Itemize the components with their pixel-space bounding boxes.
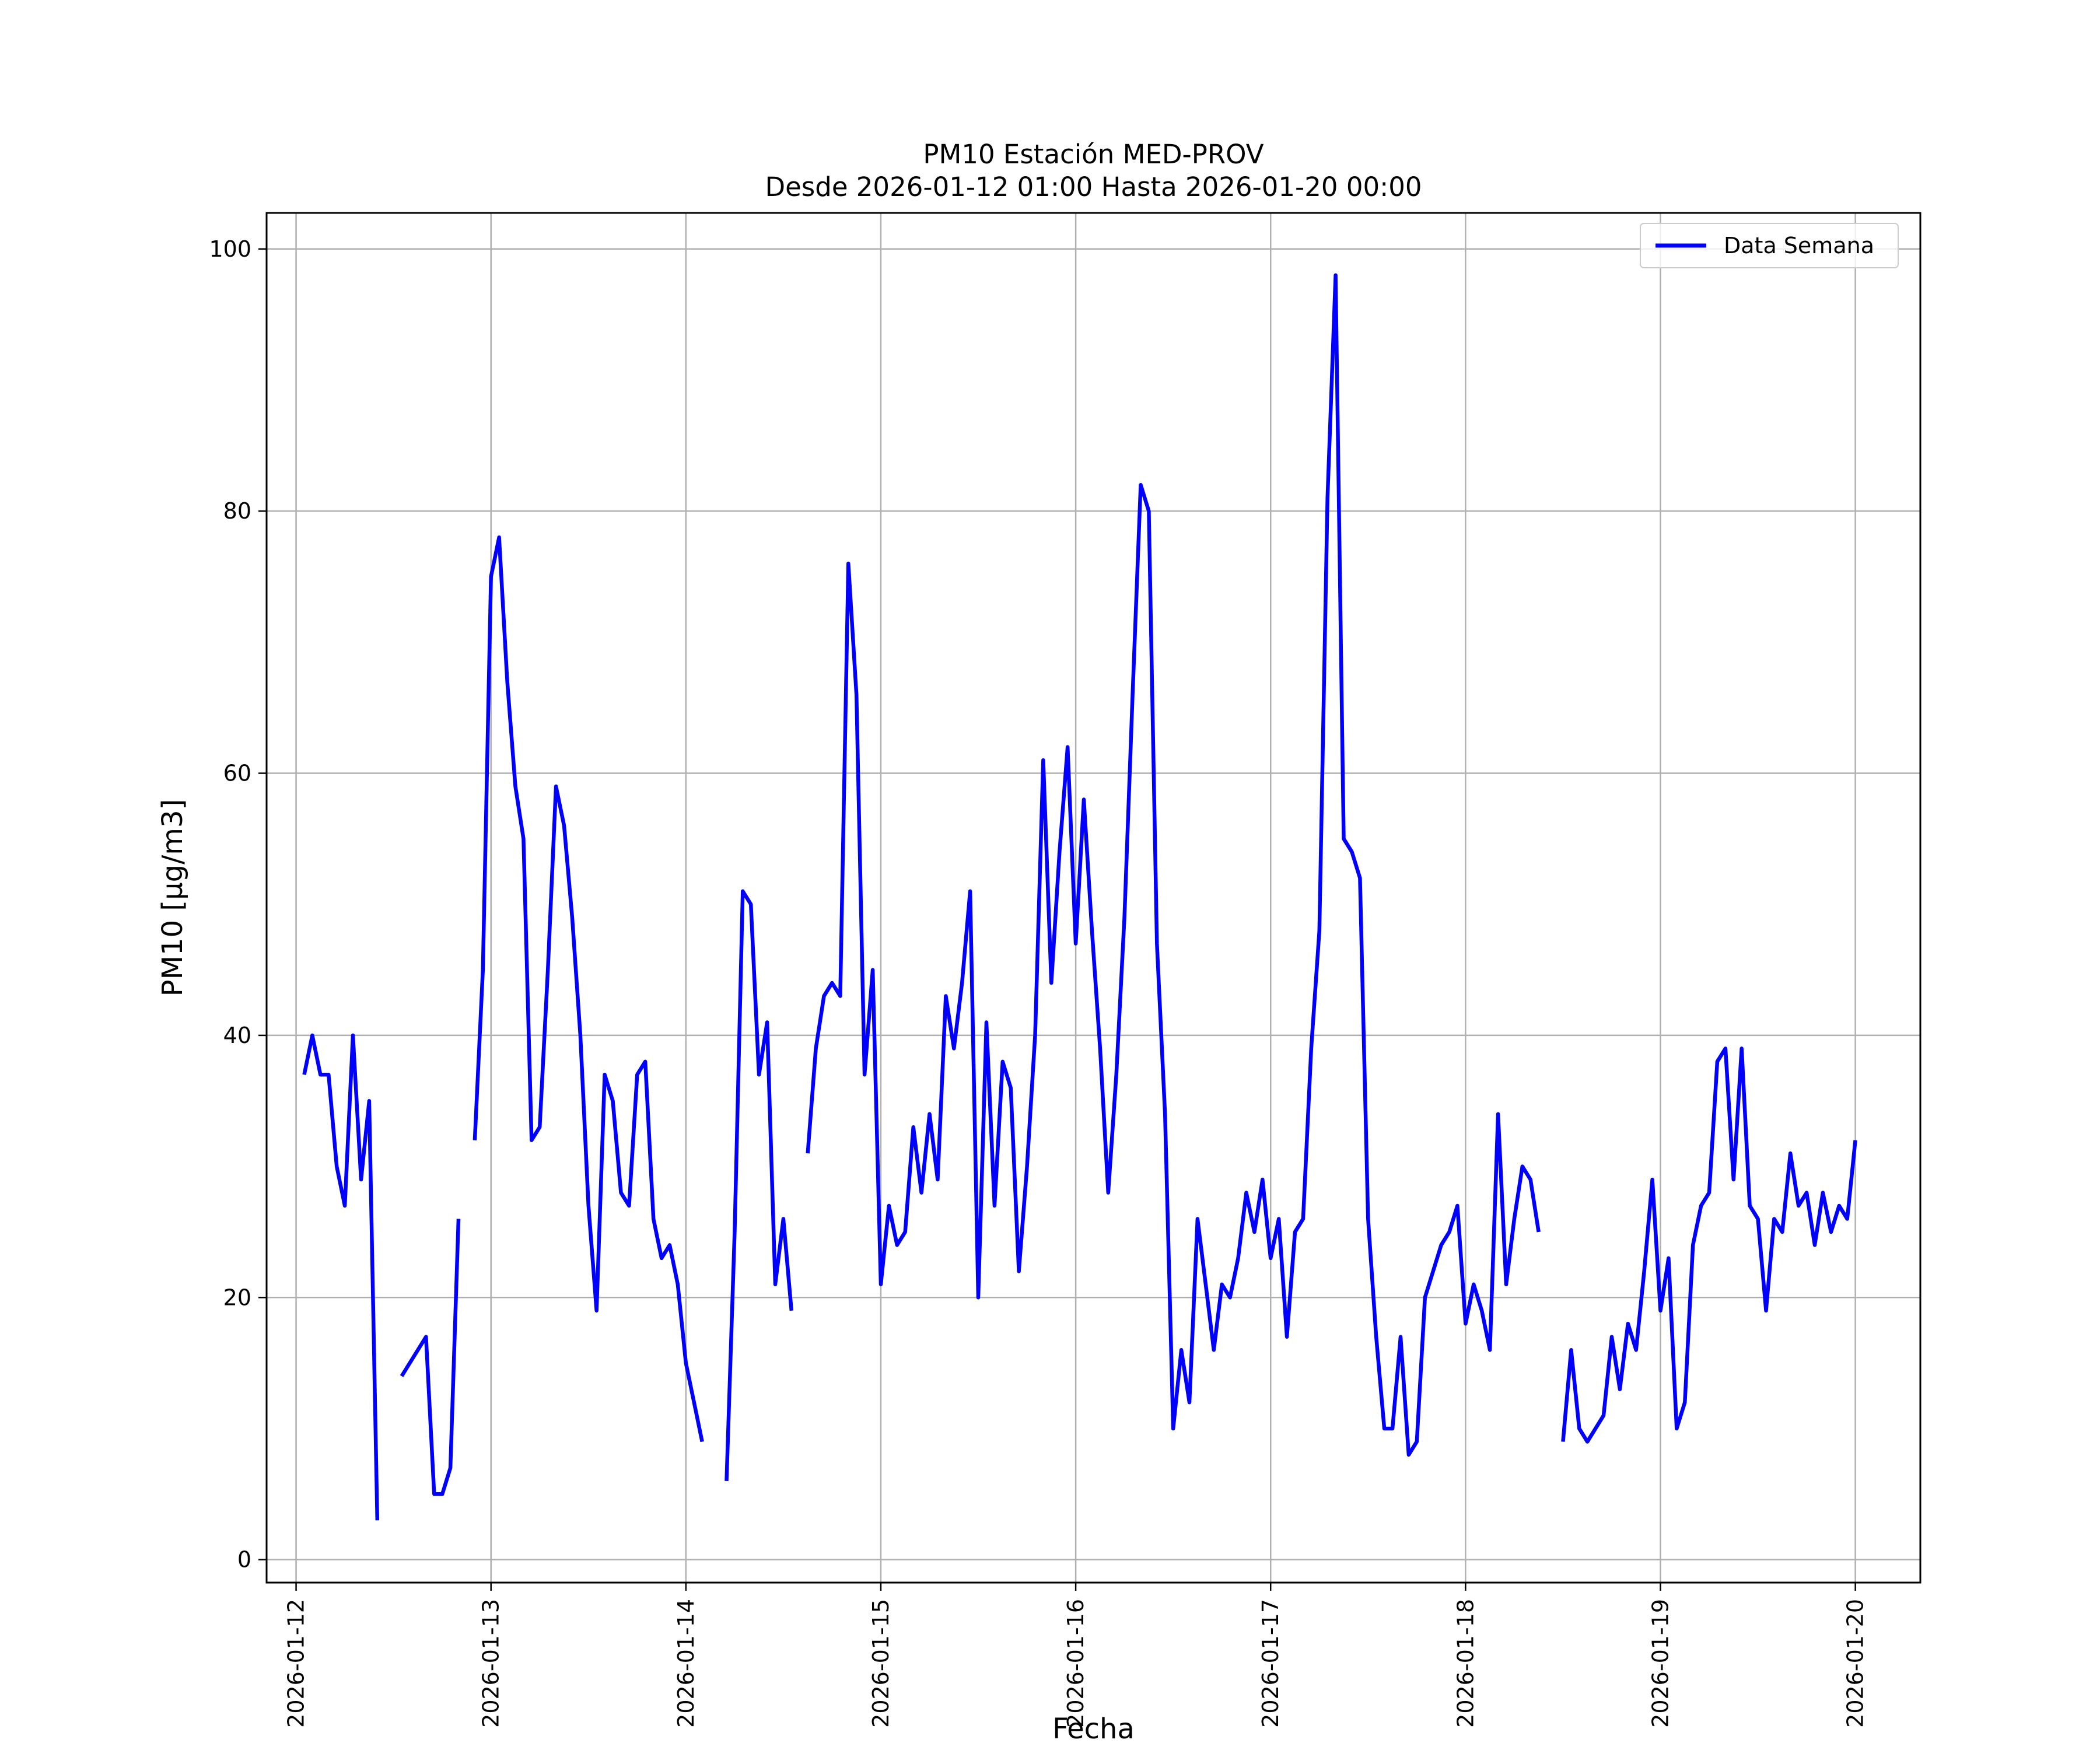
legend: Data Semana: [1640, 223, 1899, 268]
y-tick-label: 0: [237, 1547, 251, 1573]
y-tick-label: 40: [223, 1023, 251, 1048]
x-tick-label: 2026-01-18: [1452, 1599, 1478, 1728]
chart-subtitle: Desde 2026-01-12 01:00 Hasta 2026-01-20 …: [765, 172, 1422, 202]
y-tick-label: 60: [223, 761, 251, 786]
chart-title: PM10 Estación MED-PROV: [923, 139, 1264, 170]
x-tick-label: 2026-01-15: [868, 1599, 894, 1728]
x-tick-label: 2026-01-20: [1843, 1599, 1868, 1728]
x-tick-label: 2026-01-14: [673, 1599, 699, 1728]
legend-box: [1640, 223, 1899, 268]
y-axis-ticks: 0 20 40 60 80 100: [209, 236, 267, 1573]
y-axis-label: PM10 [μg/m3]: [156, 799, 189, 997]
y-tick-label: 20: [223, 1284, 251, 1310]
legend-label: Data Semana: [1724, 233, 1874, 258]
y-tick-label: 80: [223, 498, 251, 524]
x-axis-label: Fecha: [1052, 1713, 1135, 1745]
x-tick-label: 2026-01-13: [478, 1599, 504, 1728]
grid-lines: [267, 213, 1920, 1583]
x-tick-label: 2026-01-12: [284, 1599, 309, 1728]
x-tick-label: 2026-01-16: [1063, 1599, 1088, 1728]
x-axis-ticks: 2026-01-12 2026-01-13 2026-01-14 2026-01-15…: [284, 1583, 1868, 1728]
plot-area-frame: [265, 212, 1922, 1584]
series-lines: [302, 273, 1857, 1521]
series-line: [302, 273, 1857, 1521]
x-tick-label: 2026-01-19: [1647, 1599, 1673, 1728]
y-tick-label: 100: [209, 236, 251, 262]
x-tick-label: 2026-01-17: [1258, 1599, 1283, 1728]
